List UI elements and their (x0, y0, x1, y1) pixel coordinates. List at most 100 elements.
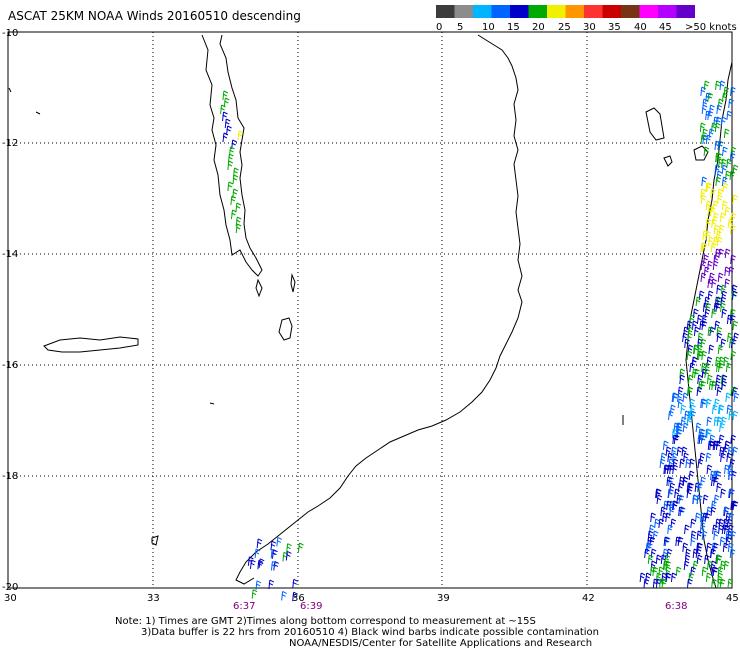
wind-barb (679, 458, 686, 469)
wind-barb (696, 314, 703, 325)
wind-barb (644, 548, 650, 559)
wind-barb (655, 488, 662, 499)
scale-swatch (547, 5, 566, 18)
wind-barb (714, 398, 720, 409)
wind-barb (717, 98, 724, 109)
wind-barb (717, 272, 724, 283)
wind-barb (251, 589, 258, 599)
wind-barb (729, 86, 736, 97)
wind-barb (235, 223, 242, 234)
wind-barb (223, 97, 230, 108)
small-island (35, 111, 41, 115)
wind-barb (709, 206, 716, 217)
wind-barb (665, 446, 672, 457)
lon-label: 36 (292, 593, 305, 604)
note-line-2: 3)Data buffer is 22 hrs from 20160510 4)… (141, 627, 599, 638)
wind-barb (716, 236, 723, 247)
scale-swatch (621, 5, 640, 18)
scale-swatch (639, 5, 658, 18)
wind-barb (727, 332, 733, 343)
wind-barb (659, 578, 665, 589)
wind-barb (697, 374, 703, 385)
wind-barb (721, 158, 727, 169)
wind-barb (690, 566, 696, 577)
wind-barb (728, 488, 734, 499)
wind-barb (711, 308, 717, 319)
wind-barb (715, 80, 721, 91)
wind-barb (729, 170, 736, 181)
wind-barb (706, 464, 713, 475)
wind-barb (700, 272, 707, 283)
wind-barb (720, 284, 727, 295)
wind-barb (724, 206, 731, 217)
wind-barb (688, 410, 695, 421)
wind-barb (676, 446, 683, 457)
pass-time: 6:39 (300, 601, 322, 612)
wind-barb (716, 152, 723, 163)
wind-barb (226, 125, 232, 136)
wind-barb (705, 572, 712, 583)
lake-malombe-outline (278, 317, 293, 341)
wind-barb (706, 428, 712, 439)
wind-barb (692, 560, 699, 571)
wind-barb (688, 470, 695, 481)
pass-times: 6:37 6:39 6:38 (233, 601, 687, 612)
wind-barb (658, 518, 665, 529)
wind-barb (716, 170, 723, 181)
wind-barb (281, 590, 287, 601)
wind-barb (728, 470, 734, 481)
wind-barb (666, 500, 672, 511)
wind-barb (725, 530, 732, 541)
wind-barb (702, 128, 708, 139)
wind-barb (704, 308, 711, 319)
map-title: ASCAT 25KM NOAA Winds 20160510 descendin… (8, 9, 301, 23)
wind-barb (711, 578, 717, 589)
wind-barb (705, 134, 712, 145)
wind-barb (704, 554, 710, 565)
wind-barb (726, 314, 733, 325)
wind-barb (710, 506, 717, 517)
wind-barb (718, 404, 725, 415)
wind-barb (725, 362, 732, 373)
wind-barb (721, 416, 727, 427)
scale-label: 5 (457, 22, 463, 33)
wind-barb (699, 512, 706, 523)
latitude-labels: -10 -12 -14 -16 -18 -20 (2, 28, 18, 593)
wind-barb (689, 458, 695, 469)
wind-barb (668, 488, 674, 499)
pass-time: 6:38 (665, 601, 687, 612)
wind-barb (710, 548, 716, 559)
wind-barb (704, 368, 711, 379)
wind-barb (686, 488, 693, 499)
wind-barb (682, 422, 689, 433)
lake-island (255, 278, 263, 298)
wind-barb (717, 344, 724, 355)
wind-barb (725, 536, 732, 547)
wind-barb (695, 296, 702, 307)
wind-barb (230, 209, 237, 220)
lat-label: -18 (2, 471, 18, 482)
wind-barb (227, 181, 234, 192)
wind-barb (648, 524, 655, 535)
wind-barb (654, 518, 660, 529)
lon-label: 45 (726, 593, 739, 604)
wind-barb (723, 86, 730, 97)
wind-barb (721, 308, 728, 319)
lat-label: -10 (2, 28, 18, 39)
wind-barb (719, 80, 726, 91)
wind-barb (694, 368, 700, 379)
wind-barb (652, 566, 659, 577)
wind-barb (713, 476, 719, 487)
wind-barb (684, 524, 690, 535)
wind-barb (703, 146, 710, 157)
wind-barb (711, 380, 717, 391)
wind-barb (708, 236, 714, 247)
wind-barb (672, 392, 679, 403)
wind-barb (699, 122, 706, 133)
wind-barb (732, 446, 739, 457)
scale-label: 15 (507, 22, 520, 33)
wind-barb (702, 494, 709, 505)
wind-barb (706, 560, 713, 571)
wind-barb (705, 110, 711, 121)
